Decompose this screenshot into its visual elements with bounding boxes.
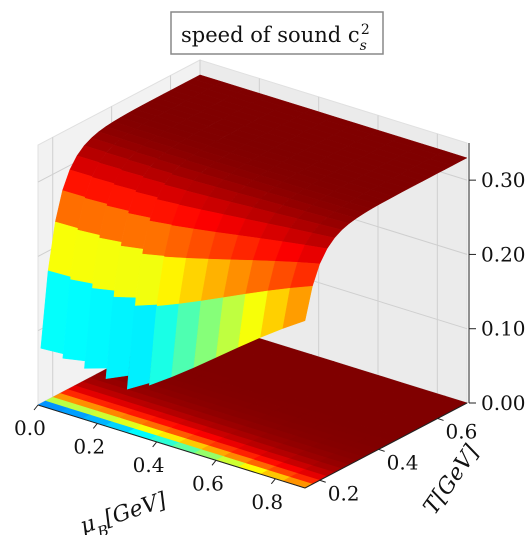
surface-cell [282,285,313,329]
title-group: speed of sound cs2 [170,11,384,55]
surface-cell [105,296,136,379]
x-tick-mark [270,478,276,485]
surface-cell [62,279,93,362]
y-axis-line [304,402,468,489]
z-tick-label: 0.10 [481,317,525,341]
x-axis-line [37,404,306,489]
y-tick-label: 0.4 [387,450,419,474]
x-tick-mark [211,460,217,466]
surface-mesh [40,74,468,390]
axes-lines: 0.00.20.40.60.8 0.20.40.60.000.100.200.30 [14,143,525,514]
x-axis-label: μB[GeV] [77,488,172,535]
x-tick-label: 0.2 [73,434,105,458]
title-box [170,11,384,55]
x-tick-label: 0.8 [251,490,283,514]
y-tick-label: 0.6 [446,419,478,443]
x-tick-mark [92,423,98,429]
z-tick-label: 0.00 [481,391,525,415]
x-tick-label: 0.0 [14,416,46,440]
surface-cell [40,270,71,355]
y-tick-mark [319,479,326,483]
surface-cell [84,288,115,369]
z-tick-label: 0.20 [481,242,525,266]
y-tick-mark [437,417,444,421]
z-tick-label: 0.30 [481,168,525,192]
y-tick-label: 0.2 [328,481,360,505]
surface-cell [126,304,158,390]
y-tick-mark [378,448,385,452]
y-axis-label: T[GeV] [419,440,485,519]
x-tick-label: 0.6 [192,471,224,495]
chart-title: speed of sound cs2 [181,22,370,54]
x-tick-mark [33,404,39,411]
x-tick-mark [152,441,158,448]
x-tick-label: 0.4 [133,453,165,477]
